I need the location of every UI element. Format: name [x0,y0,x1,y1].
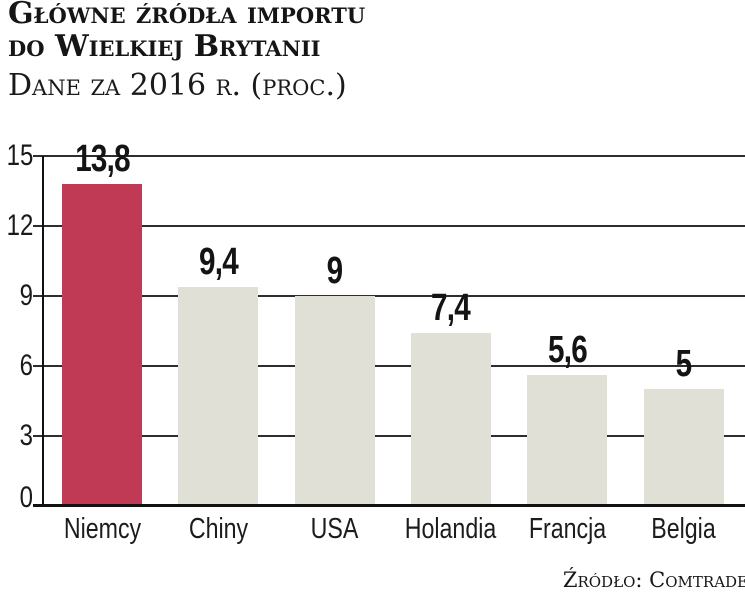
y-axis-line [42,156,44,506]
category-label-belgia: Belgia [651,513,716,545]
bar-chiny [178,286,259,506]
value-label-niemcy: 13,8 [74,138,130,180]
chart-subtitle: Dane za 2016 r. (proc.) [8,68,347,103]
bar-belgia [643,389,724,506]
gridline-12 [33,225,745,227]
chart-title-line-2: do Wielkiej Brytanii [8,29,321,64]
value-label-usa: 9 [326,250,343,292]
category-label-francja: Francja [528,513,606,545]
gridline-15 [33,155,745,157]
bar-francja [527,375,608,506]
y-tick-label-9: 9 [19,279,33,312]
y-tick-label-3: 3 [19,419,33,452]
y-tick-label-6: 6 [19,349,33,382]
y-tick-label-15: 15 [6,139,34,172]
y-tick-label-0: 0 [19,481,33,514]
value-label-belgia: 5 [675,343,692,386]
value-label-holandia: 7,4 [431,287,471,330]
bar-usa [294,296,375,506]
value-label-francja: 5,6 [547,329,588,372]
chart-title-line-1: Główne źródła importu [8,0,366,31]
bar-niemcy [62,184,142,506]
value-label-chiny: 9,4 [198,240,239,283]
category-label-niemcy: Niemcy [63,513,141,545]
bar-holandia [410,333,491,506]
x-axis-baseline [33,504,745,507]
source-note: Źródło: Comtrade [562,568,745,592]
category-label-holandia: Holandia [405,513,497,545]
gridline-9 [33,295,745,297]
category-label-usa: USA [310,513,359,545]
category-label-chiny: Chiny [188,513,248,545]
gridline-6 [33,365,745,367]
chart-header: Główne źródła importu do Wielkiej Brytan… [8,0,365,102]
gridline-3 [33,435,745,437]
y-tick-label-12: 12 [6,209,34,242]
